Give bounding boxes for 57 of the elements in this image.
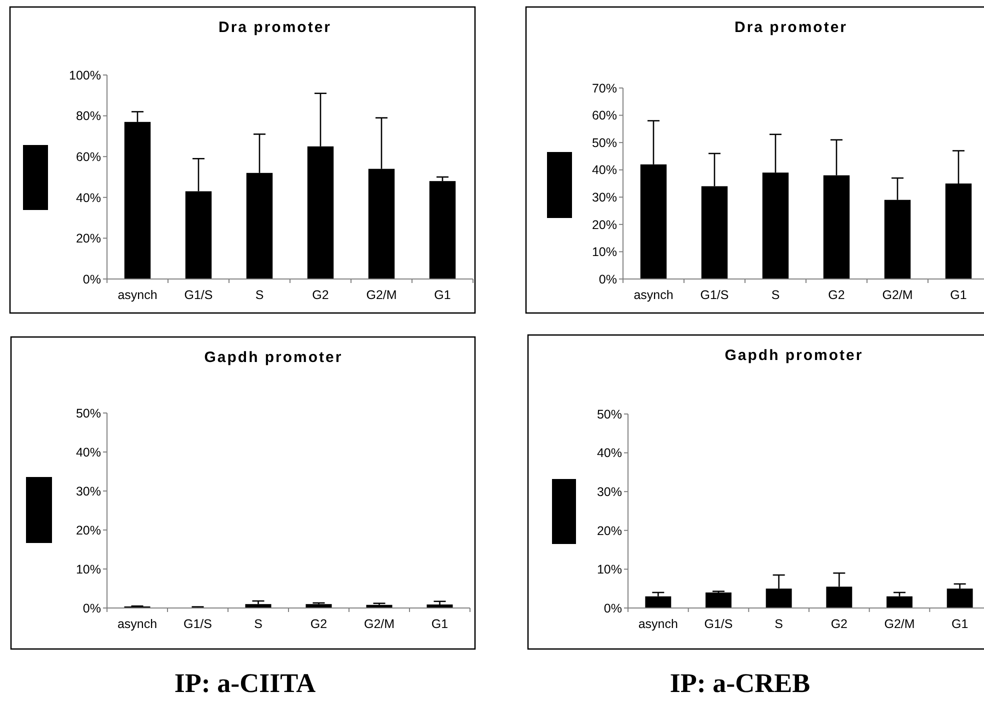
y-tick-label: 30% [76, 484, 101, 498]
x-tick-label: G2/M [884, 617, 915, 631]
bar [429, 181, 456, 279]
y-tick-label: 60% [76, 150, 101, 164]
y-tick-label: 10% [76, 562, 101, 576]
x-tick-label: G1/S [700, 288, 729, 302]
y-tick-label: 0% [82, 272, 101, 286]
x-tick-label: S [771, 288, 780, 302]
x-tick-label: G2 [830, 617, 848, 631]
y-tick-label: 60% [592, 108, 617, 123]
y-tick-label: 40% [596, 446, 622, 460]
y-tick-label: 0% [598, 272, 617, 286]
chart-title: Dra promoter [218, 19, 332, 36]
y-tick-label: 10% [592, 245, 617, 260]
y-tick-label: 40% [76, 190, 101, 205]
x-tick-label: asynch [118, 288, 158, 302]
text: IP: a-CREB [670, 668, 810, 698]
text: IP: a-CIITA [174, 668, 316, 698]
x-tick-label: G1/S [704, 617, 733, 631]
y-tick-label: 80% [76, 109, 101, 124]
chart-title: Gapdh promoter [204, 349, 343, 366]
x-tick-label: G2 [312, 288, 329, 302]
x-tick-label: asynch [638, 617, 678, 631]
y-tick-label: 0% [604, 601, 622, 616]
x-tick-label: G1/S [184, 288, 213, 302]
x-tick-label: G2/M [364, 617, 395, 631]
x-tick-label: G1 [951, 617, 968, 631]
x-tick-label: S [255, 288, 264, 302]
x-tick-label: asynch [634, 288, 674, 302]
y-tick-label: 100% [69, 68, 101, 82]
x-tick-label: G2/M [882, 288, 913, 302]
y-tick-label: 70% [592, 81, 617, 96]
x-tick-label: G2 [828, 288, 845, 302]
y-tick-label: 0% [82, 601, 101, 616]
y-tick-label: 40% [76, 445, 101, 460]
x-tick-label: G1 [434, 288, 451, 302]
x-tick-label: S [254, 617, 262, 631]
y-tick-label: 30% [592, 190, 617, 205]
y-tick-label: 50% [76, 406, 101, 420]
chart-title: Gapdh promoter [724, 347, 864, 364]
x-tick-label: G2/M [366, 288, 397, 302]
x-tick-label: S [774, 617, 784, 631]
x-tick-label: G1/S [184, 617, 212, 631]
y-tick-label: 40% [592, 163, 617, 178]
x-tick-label: G1 [950, 288, 967, 302]
y-tick-label: 50% [592, 136, 617, 150]
y-tick-label: 50% [596, 407, 622, 422]
y-tick-label: 20% [596, 524, 622, 538]
y-tick-label: 20% [592, 218, 617, 232]
y-tick-label: 20% [76, 232, 101, 246]
y-tick-label: 20% [76, 523, 101, 538]
x-tick-label: G1 [431, 617, 448, 631]
x-tick-label: asynch [117, 617, 158, 631]
y-tick-label: 30% [596, 484, 622, 499]
x-tick-label: G2 [310, 617, 328, 631]
chart-title: Dra promoter [734, 19, 848, 36]
y-tick-label: 10% [596, 562, 622, 577]
